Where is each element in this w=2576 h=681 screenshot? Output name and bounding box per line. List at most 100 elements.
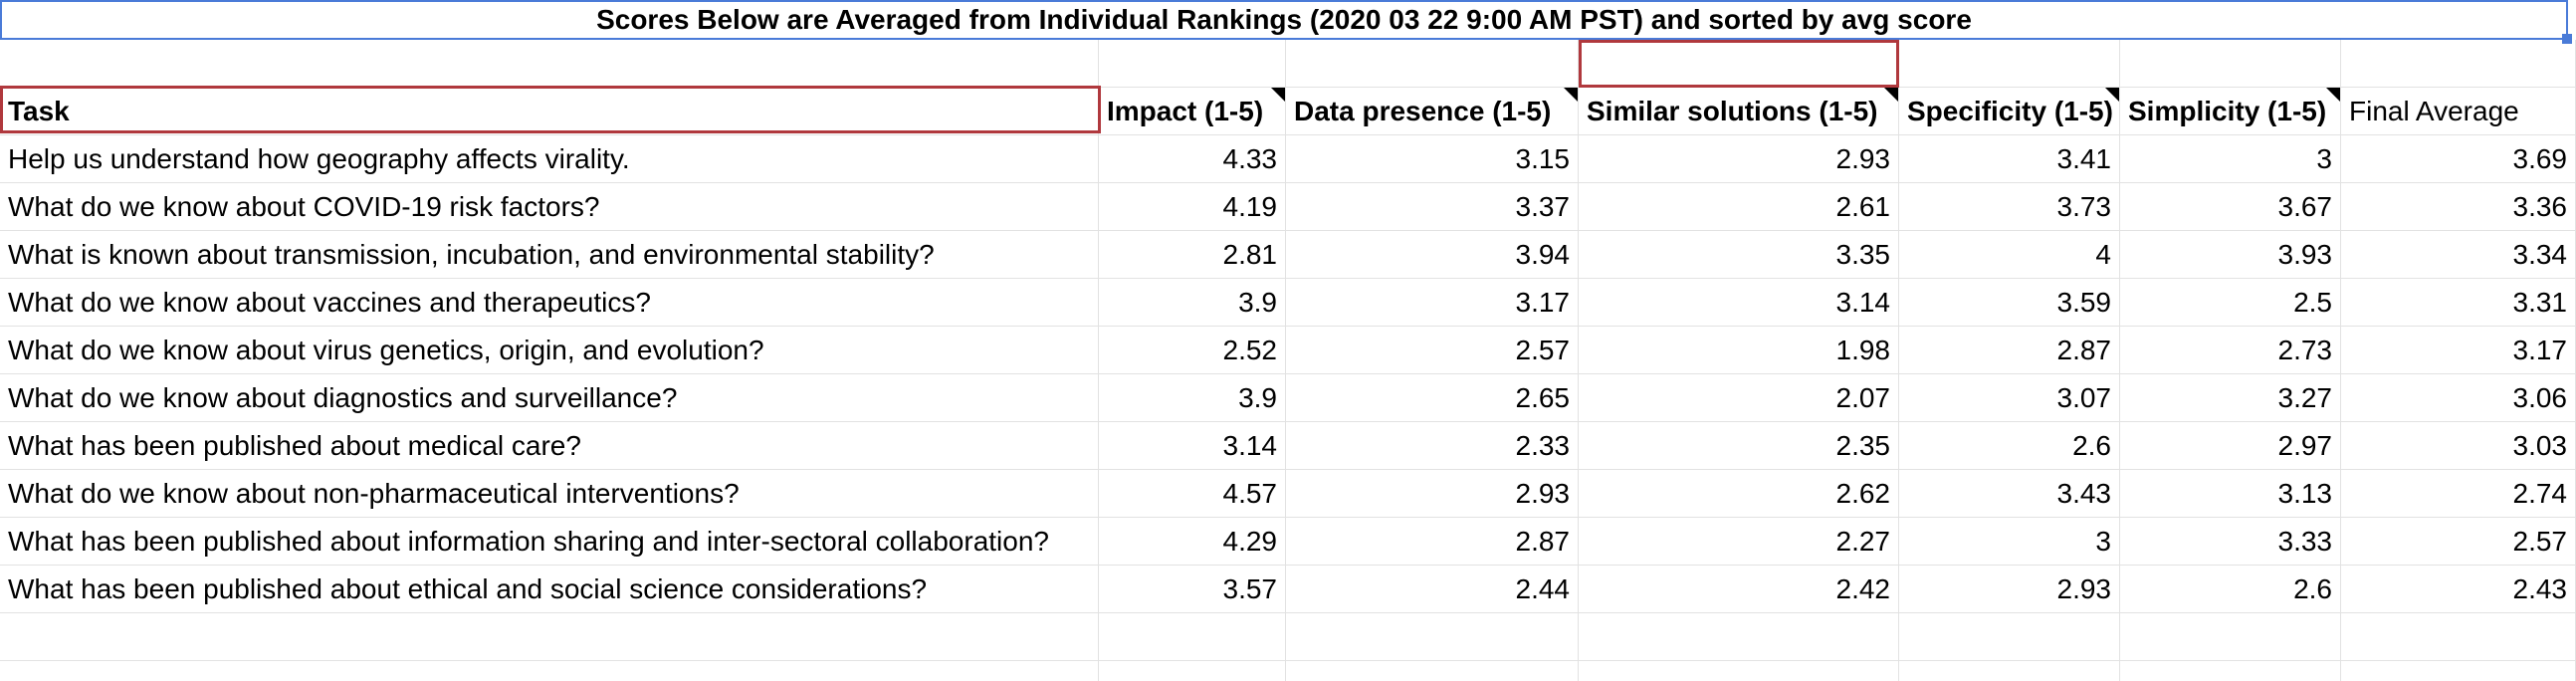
task-cell[interactable]: What do we know about diagnostics and su… (0, 374, 1099, 422)
similar-solutions-cell[interactable]: 2.93 (1579, 135, 1899, 183)
highlighted-empty-cell[interactable] (1579, 40, 1899, 88)
empty-cell[interactable] (1286, 613, 1579, 661)
comment-indicator-icon[interactable] (2326, 88, 2340, 102)
impact-cell[interactable]: 4.33 (1099, 135, 1286, 183)
comment-indicator-icon[interactable] (2105, 88, 2119, 102)
empty-cell[interactable] (1899, 661, 2120, 681)
empty-cell[interactable] (1286, 40, 1579, 88)
empty-cell[interactable] (0, 661, 1099, 681)
task-cell[interactable]: What do we know about COVID-19 risk fact… (0, 183, 1099, 231)
comment-indicator-icon[interactable] (1564, 88, 1578, 102)
empty-cell[interactable] (2341, 613, 2576, 661)
data-presence-cell[interactable]: 3.17 (1286, 279, 1579, 327)
impact-cell[interactable]: 4.19 (1099, 183, 1286, 231)
final-average-cell[interactable]: 3.69 (2341, 135, 2576, 183)
task-cell[interactable]: What is known about transmission, incuba… (0, 231, 1099, 279)
simplicity-cell[interactable]: 2.6 (2120, 566, 2341, 613)
empty-cell[interactable] (1899, 613, 2120, 661)
data-presence-cell[interactable]: 2.87 (1286, 518, 1579, 566)
simplicity-cell[interactable]: 3.27 (2120, 374, 2341, 422)
header-task[interactable]: Task (0, 88, 1099, 135)
empty-cell[interactable] (1286, 661, 1579, 681)
empty-cell[interactable] (2341, 40, 2576, 88)
final-average-cell[interactable]: 3.17 (2341, 327, 2576, 374)
final-average-cell[interactable]: 3.34 (2341, 231, 2576, 279)
impact-cell[interactable]: 2.81 (1099, 231, 1286, 279)
task-cell[interactable]: What has been published about ethical an… (0, 566, 1099, 613)
final-average-cell[interactable]: 3.31 (2341, 279, 2576, 327)
final-average-cell[interactable]: 3.03 (2341, 422, 2576, 470)
similar-solutions-cell[interactable]: 2.27 (1579, 518, 1899, 566)
empty-cell[interactable] (1579, 613, 1899, 661)
title-cell[interactable]: Scores Below are Averaged from Individua… (0, 0, 2568, 40)
empty-cell[interactable] (2120, 613, 2341, 661)
similar-solutions-cell[interactable]: 3.35 (1579, 231, 1899, 279)
similar-solutions-cell[interactable]: 2.42 (1579, 566, 1899, 613)
impact-cell[interactable]: 2.52 (1099, 327, 1286, 374)
simplicity-cell[interactable]: 3 (2120, 135, 2341, 183)
empty-cell[interactable] (1099, 613, 1286, 661)
data-presence-cell[interactable]: 2.65 (1286, 374, 1579, 422)
specificity-cell[interactable]: 2.93 (1899, 566, 2120, 613)
task-cell[interactable]: What has been published about informatio… (0, 518, 1099, 566)
header-simplicity[interactable]: Simplicity (1-5) (2120, 88, 2341, 135)
specificity-cell[interactable]: 3.43 (1899, 470, 2120, 518)
specificity-cell[interactable]: 3.59 (1899, 279, 2120, 327)
task-cell[interactable]: What do we know about non-pharmaceutical… (0, 470, 1099, 518)
highlighted-task-header[interactable] (0, 86, 1101, 133)
specificity-cell[interactable]: 2.6 (1899, 422, 2120, 470)
task-cell[interactable]: What has been published about medical ca… (0, 422, 1099, 470)
data-presence-cell[interactable]: 2.44 (1286, 566, 1579, 613)
empty-cell[interactable] (1899, 40, 2120, 88)
specificity-cell[interactable]: 2.87 (1899, 327, 2120, 374)
data-presence-cell[interactable]: 3.37 (1286, 183, 1579, 231)
header-data-presence[interactable]: Data presence (1-5) (1286, 88, 1579, 135)
final-average-cell[interactable]: 2.57 (2341, 518, 2576, 566)
data-presence-cell[interactable]: 2.57 (1286, 327, 1579, 374)
specificity-cell[interactable]: 4 (1899, 231, 2120, 279)
similar-solutions-cell[interactable]: 3.14 (1579, 279, 1899, 327)
header-specificity[interactable]: Specificity (1-5) (1899, 88, 2120, 135)
selection-handle[interactable] (2562, 34, 2572, 44)
data-presence-cell[interactable]: 2.33 (1286, 422, 1579, 470)
simplicity-cell[interactable]: 3.33 (2120, 518, 2341, 566)
simplicity-cell[interactable]: 2.73 (2120, 327, 2341, 374)
final-average-cell[interactable]: 2.74 (2341, 470, 2576, 518)
similar-solutions-cell[interactable]: 2.35 (1579, 422, 1899, 470)
data-presence-cell[interactable]: 2.93 (1286, 470, 1579, 518)
impact-cell[interactable]: 3.9 (1099, 374, 1286, 422)
specificity-cell[interactable]: 3.41 (1899, 135, 2120, 183)
simplicity-cell[interactable]: 2.97 (2120, 422, 2341, 470)
specificity-cell[interactable]: 3 (1899, 518, 2120, 566)
comment-indicator-icon[interactable] (1271, 88, 1285, 102)
simplicity-cell[interactable]: 2.5 (2120, 279, 2341, 327)
header-final-average[interactable]: Final Average (2341, 88, 2576, 135)
header-impact[interactable]: Impact (1-5) (1099, 88, 1286, 135)
final-average-cell[interactable]: 3.06 (2341, 374, 2576, 422)
empty-cell[interactable] (1579, 661, 1899, 681)
empty-cell[interactable] (0, 613, 1099, 661)
empty-cell[interactable] (2120, 40, 2341, 88)
empty-cell[interactable] (1099, 40, 1286, 88)
empty-cell[interactable] (1099, 661, 1286, 681)
similar-solutions-cell[interactable]: 2.61 (1579, 183, 1899, 231)
impact-cell[interactable]: 4.29 (1099, 518, 1286, 566)
empty-cell[interactable] (2341, 661, 2576, 681)
empty-cell[interactable] (2120, 661, 2341, 681)
similar-solutions-cell[interactable]: 2.62 (1579, 470, 1899, 518)
impact-cell[interactable]: 4.57 (1099, 470, 1286, 518)
similar-solutions-cell[interactable]: 2.07 (1579, 374, 1899, 422)
simplicity-cell[interactable]: 3.93 (2120, 231, 2341, 279)
empty-cell[interactable] (0, 40, 1099, 88)
task-cell[interactable]: What do we know about virus genetics, or… (0, 327, 1099, 374)
impact-cell[interactable]: 3.57 (1099, 566, 1286, 613)
simplicity-cell[interactable]: 3.13 (2120, 470, 2341, 518)
final-average-cell[interactable]: 2.43 (2341, 566, 2576, 613)
task-cell[interactable]: Help us understand how geography affects… (0, 135, 1099, 183)
data-presence-cell[interactable]: 3.94 (1286, 231, 1579, 279)
impact-cell[interactable]: 3.9 (1099, 279, 1286, 327)
impact-cell[interactable]: 3.14 (1099, 422, 1286, 470)
final-average-cell[interactable]: 3.36 (2341, 183, 2576, 231)
similar-solutions-cell[interactable]: 1.98 (1579, 327, 1899, 374)
comment-indicator-icon[interactable] (1884, 88, 1898, 102)
